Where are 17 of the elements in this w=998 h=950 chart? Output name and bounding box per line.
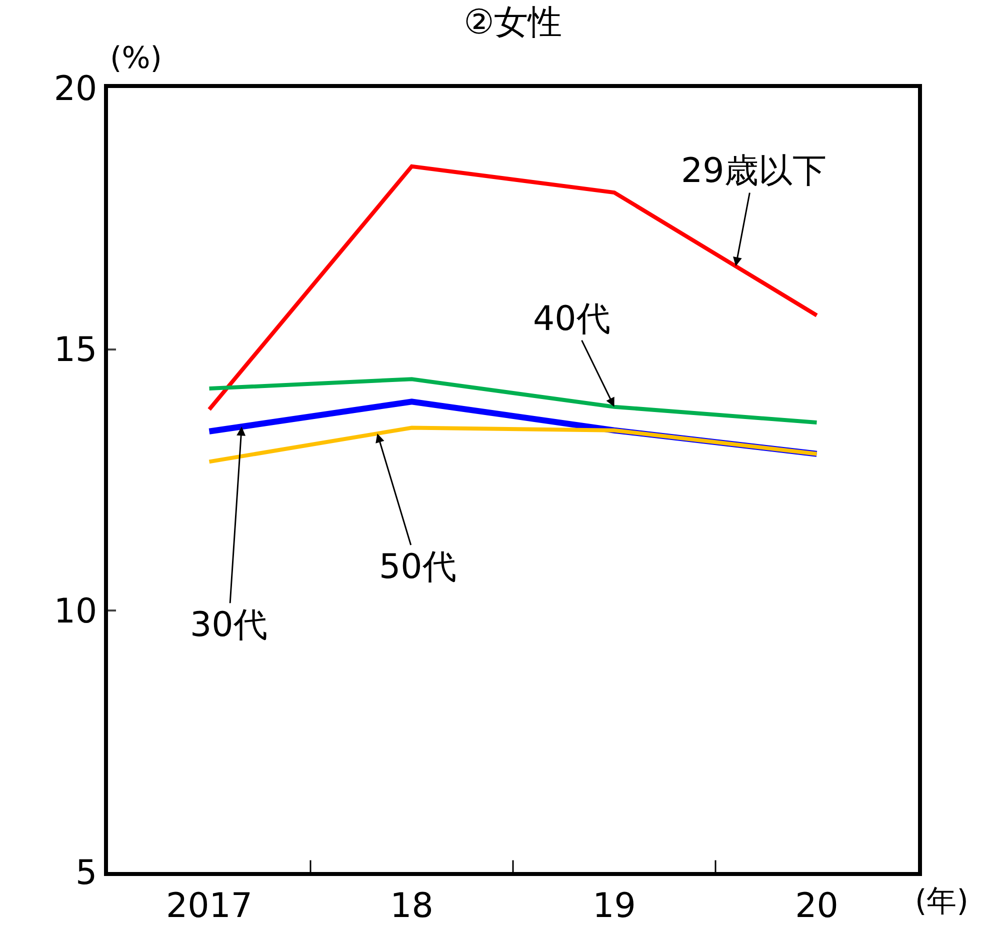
y-tick-label: 20: [54, 68, 98, 109]
x-tick-label: 19: [592, 886, 636, 926]
text: 30代: [190, 605, 268, 645]
y-axis-title: (%): [110, 41, 162, 76]
line-series: [207, 377, 819, 425]
series-label: 40代: [533, 299, 610, 339]
series-label: 29歳以下: [681, 151, 826, 191]
y-tick-label: 15: [54, 330, 98, 370]
chart-title: ②女性: [464, 2, 562, 42]
line-series: [207, 426, 819, 464]
x-tick-label: 20: [795, 886, 838, 926]
x-axis-title: (年): [915, 884, 968, 919]
x-tick-label: 18: [390, 886, 434, 926]
y-tick-label: 10: [54, 592, 98, 632]
x-tick-label: 2017: [166, 886, 253, 926]
y-tick-label: 5: [76, 852, 98, 893]
text: 50代: [379, 547, 456, 587]
